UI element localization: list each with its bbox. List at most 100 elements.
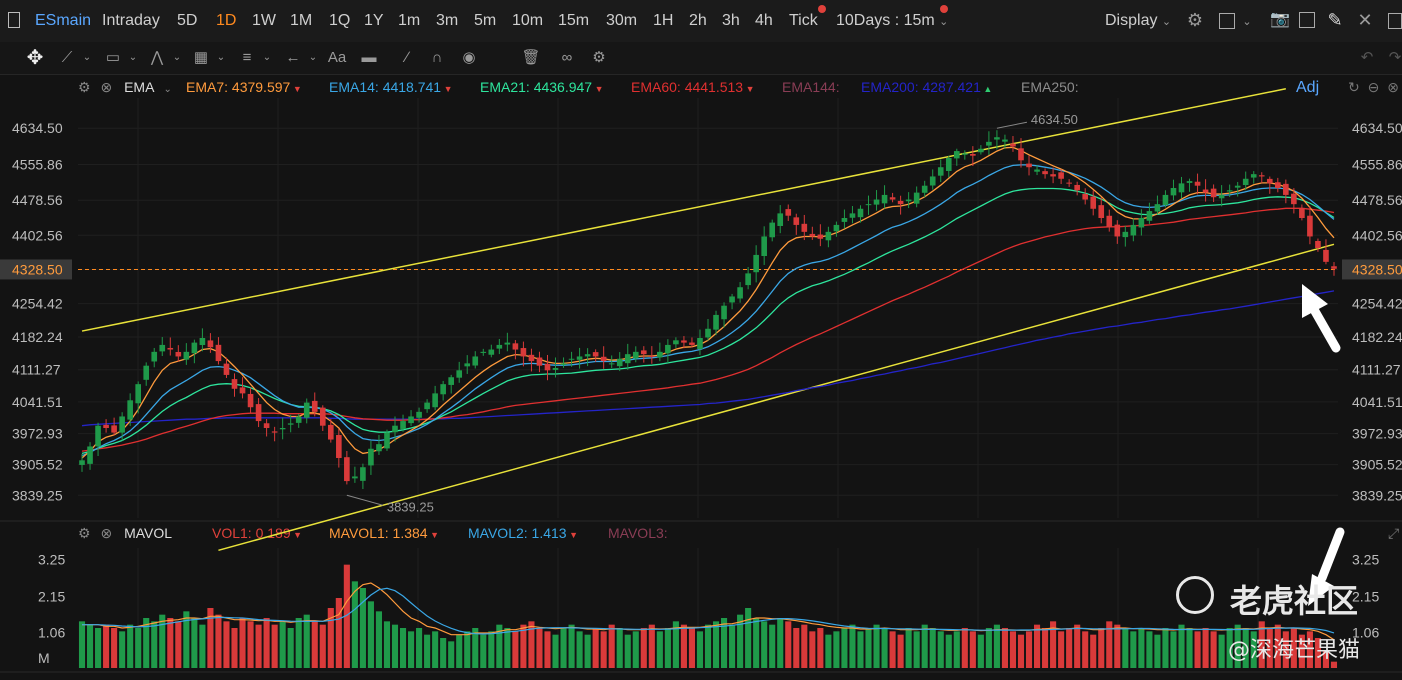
candle[interactable] [889, 192, 896, 203]
candle[interactable] [111, 417, 117, 436]
volume-bar[interactable] [111, 628, 118, 668]
volume-bar[interactable] [1306, 631, 1313, 668]
volume-bar[interactable] [480, 634, 487, 668]
fib-icon[interactable]: ▦ [193, 49, 209, 66]
volume-bar[interactable] [1106, 621, 1113, 668]
candle[interactable] [873, 190, 880, 211]
candle[interactable] [1218, 185, 1225, 207]
channel-upper-line[interactable] [81, 88, 1286, 332]
volume-bar[interactable] [833, 631, 840, 668]
volume-bar[interactable] [135, 628, 142, 668]
candle[interactable] [536, 351, 543, 373]
volume-bar[interactable] [167, 618, 174, 668]
volume-bar[interactable] [761, 621, 768, 668]
candle[interactable] [777, 205, 784, 234]
volume-bar[interactable] [873, 624, 880, 668]
redo-icon[interactable]: ↷ [1388, 49, 1402, 66]
candle[interactable] [1002, 134, 1008, 150]
timeframe-10m[interactable]: 10m [512, 12, 544, 29]
volume-bar[interactable] [1074, 624, 1081, 668]
timeframe-3m[interactable]: 3m [436, 12, 459, 29]
candle[interactable] [713, 310, 719, 336]
candle[interactable] [287, 414, 294, 433]
candle[interactable] [801, 214, 808, 241]
candle[interactable] [937, 159, 944, 183]
volume-bar[interactable] [640, 628, 647, 668]
volume-bar[interactable] [745, 608, 752, 668]
volume-bar[interactable] [1274, 624, 1281, 668]
text-tool-icon[interactable]: Aa [327, 49, 347, 66]
candle[interactable] [247, 387, 254, 414]
volume-bar[interactable] [1242, 628, 1249, 668]
volume-bar[interactable] [1178, 624, 1185, 668]
symbol-label[interactable]: ESmain [35, 12, 92, 29]
volume-bar[interactable] [1250, 631, 1257, 668]
volume-bar[interactable] [1298, 634, 1305, 668]
candle[interactable] [560, 357, 567, 368]
candle[interactable] [616, 352, 623, 372]
volume-bar[interactable] [881, 628, 888, 668]
volume-bar[interactable] [375, 611, 383, 668]
candle[interactable] [1299, 204, 1305, 221]
volume-bar[interactable] [183, 611, 190, 668]
candle[interactable] [592, 349, 599, 362]
candle[interactable] [1130, 218, 1137, 242]
candle[interactable] [400, 414, 406, 432]
volume-bar[interactable] [544, 631, 551, 668]
volume-bar[interactable] [295, 618, 302, 668]
volume-bar[interactable] [191, 618, 198, 668]
volume-bar[interactable] [1226, 628, 1233, 668]
candle[interactable] [1323, 239, 1329, 265]
candle[interactable] [769, 219, 776, 242]
volume-bar[interactable] [849, 624, 856, 668]
volume-bar[interactable] [399, 628, 407, 668]
candle[interactable] [1082, 188, 1089, 205]
candle[interactable] [841, 209, 848, 229]
volume-bar[interactable] [1122, 628, 1129, 668]
candle[interactable] [761, 226, 767, 265]
comment-icon[interactable]: ▬ [361, 49, 377, 66]
volume-bar[interactable] [119, 631, 126, 668]
candle[interactable] [79, 453, 85, 472]
volume-bar[interactable] [271, 624, 278, 668]
volume-bar[interactable] [456, 634, 463, 668]
candle[interactable] [336, 428, 342, 468]
volume-bar[interactable] [897, 634, 904, 668]
volume-bar[interactable] [175, 621, 182, 668]
candle[interactable] [1275, 177, 1281, 193]
candle[interactable] [817, 224, 824, 247]
candle[interactable] [1146, 202, 1153, 224]
candle[interactable] [584, 348, 591, 367]
candle[interactable] [689, 337, 695, 348]
candle[interactable] [496, 338, 503, 355]
candle[interactable] [440, 380, 446, 401]
volume-bar[interactable] [351, 581, 358, 668]
candle[interactable] [793, 213, 800, 235]
candle[interactable] [271, 426, 278, 442]
candle[interactable] [263, 418, 270, 437]
candle[interactable] [1106, 209, 1113, 232]
candle[interactable] [1266, 176, 1273, 194]
camera-icon[interactable]: 📷 [1270, 11, 1290, 28]
candle[interactable] [119, 412, 125, 441]
volume-bar[interactable] [993, 624, 1000, 668]
candle[interactable] [520, 341, 527, 367]
candle[interactable] [239, 377, 246, 399]
candle[interactable] [223, 357, 230, 378]
chevron-down-icon[interactable]: ⌄ [172, 52, 182, 63]
candle[interactable] [986, 131, 992, 155]
candle[interactable] [640, 346, 647, 363]
candle[interactable] [608, 355, 615, 368]
candle[interactable] [649, 346, 655, 364]
chevron-down-icon[interactable]: ⌄ [163, 84, 172, 95]
candle[interactable] [191, 339, 198, 364]
timeframe-1m[interactable]: 1m [398, 12, 421, 29]
volume-bar[interactable] [704, 624, 712, 668]
volume-bar[interactable] [327, 608, 334, 668]
refresh-icon[interactable]: ↻ [1348, 79, 1360, 95]
candle[interactable] [1307, 206, 1313, 245]
candle[interactable] [424, 399, 430, 413]
candle[interactable] [825, 226, 832, 248]
zigzag-icon[interactable]: ⋀ [150, 49, 164, 66]
volume-bar[interactable] [1114, 624, 1121, 668]
